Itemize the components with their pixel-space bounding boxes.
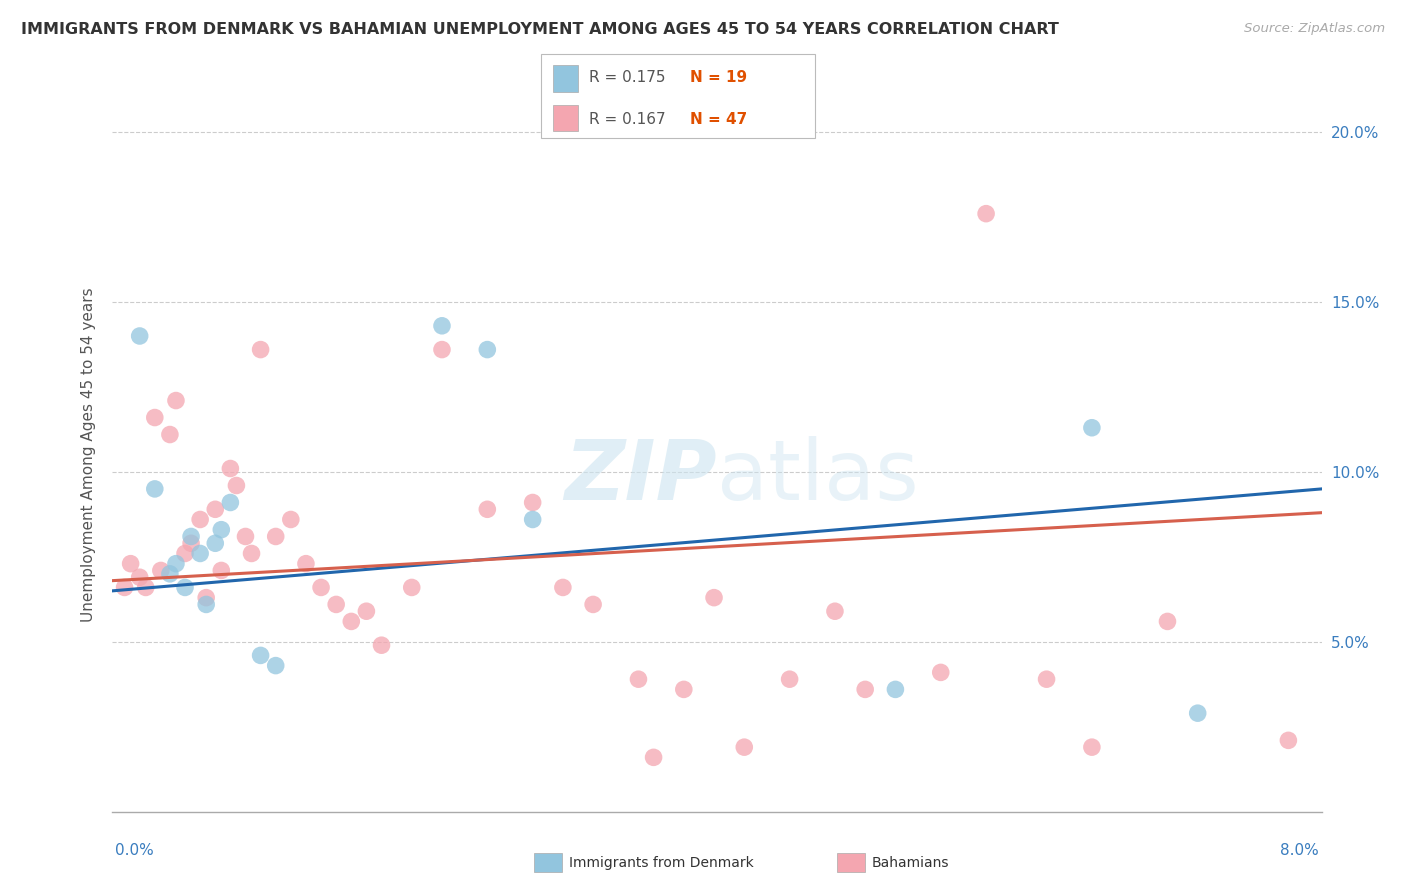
Point — [219, 461, 242, 475]
Text: IMMIGRANTS FROM DENMARK VS BAHAMIAN UNEMPLOYMENT AMONG AGES 45 TO 54 YEARS CORRE: IMMIGRANTS FROM DENMARK VS BAHAMIAN UNEM… — [21, 22, 1059, 37]
Point — [430, 318, 453, 333]
Point — [159, 566, 181, 581]
Point — [340, 615, 363, 629]
Point — [643, 750, 665, 764]
Point — [884, 682, 907, 697]
Point — [240, 546, 263, 560]
Text: Immigrants from Denmark: Immigrants from Denmark — [569, 855, 754, 870]
Point — [1156, 615, 1178, 629]
Y-axis label: Unemployment Among Ages 45 to 54 years: Unemployment Among Ages 45 to 54 years — [80, 287, 96, 623]
Point — [551, 581, 574, 595]
Point — [219, 495, 242, 509]
Point — [165, 393, 187, 408]
Point — [1081, 740, 1104, 755]
Point — [180, 536, 202, 550]
Point — [309, 581, 332, 595]
Point — [295, 557, 318, 571]
Point — [280, 512, 302, 526]
Point — [120, 557, 142, 571]
Point — [264, 529, 287, 543]
Point — [159, 427, 181, 442]
Point — [929, 665, 952, 680]
Point — [401, 581, 423, 595]
Point — [853, 682, 876, 697]
Point — [180, 529, 202, 543]
Point — [582, 598, 605, 612]
Point — [209, 564, 232, 578]
Point — [143, 482, 166, 496]
Point — [356, 604, 378, 618]
Text: N = 19: N = 19 — [690, 70, 748, 85]
Point — [703, 591, 725, 605]
Point — [430, 343, 453, 357]
Text: R = 0.175: R = 0.175 — [589, 70, 665, 85]
Point — [249, 648, 271, 663]
Point — [204, 536, 226, 550]
Text: Bahamians: Bahamians — [872, 855, 949, 870]
Text: 8.0%: 8.0% — [1279, 843, 1319, 858]
Point — [195, 598, 218, 612]
Point — [149, 564, 172, 578]
Point — [779, 672, 801, 686]
Point — [264, 658, 287, 673]
Point — [143, 410, 166, 425]
Point — [209, 523, 232, 537]
Point — [672, 682, 695, 697]
Point — [188, 546, 211, 560]
Point — [477, 343, 499, 357]
Text: atlas: atlas — [717, 436, 918, 516]
Point — [1081, 421, 1104, 435]
Point — [1277, 733, 1299, 747]
Point — [135, 581, 157, 595]
Point — [325, 598, 347, 612]
Point — [370, 638, 392, 652]
Point — [174, 546, 197, 560]
Point — [165, 557, 187, 571]
Point — [204, 502, 226, 516]
Text: 0.0%: 0.0% — [115, 843, 155, 858]
Point — [249, 343, 271, 357]
Point — [627, 672, 650, 686]
Point — [195, 591, 218, 605]
Point — [974, 207, 997, 221]
Point — [1187, 706, 1209, 721]
Point — [522, 495, 544, 509]
Text: N = 47: N = 47 — [690, 112, 748, 128]
Text: Source: ZipAtlas.com: Source: ZipAtlas.com — [1244, 22, 1385, 36]
Text: R = 0.167: R = 0.167 — [589, 112, 665, 128]
Point — [477, 502, 499, 516]
Point — [733, 740, 755, 755]
Text: ZIP: ZIP — [564, 436, 717, 516]
Point — [128, 570, 150, 584]
Point — [824, 604, 846, 618]
Point — [114, 581, 136, 595]
Point — [128, 329, 150, 343]
Point — [1035, 672, 1057, 686]
Point — [174, 581, 197, 595]
Point — [188, 512, 211, 526]
Point — [235, 529, 257, 543]
Point — [522, 512, 544, 526]
Point — [225, 478, 247, 492]
